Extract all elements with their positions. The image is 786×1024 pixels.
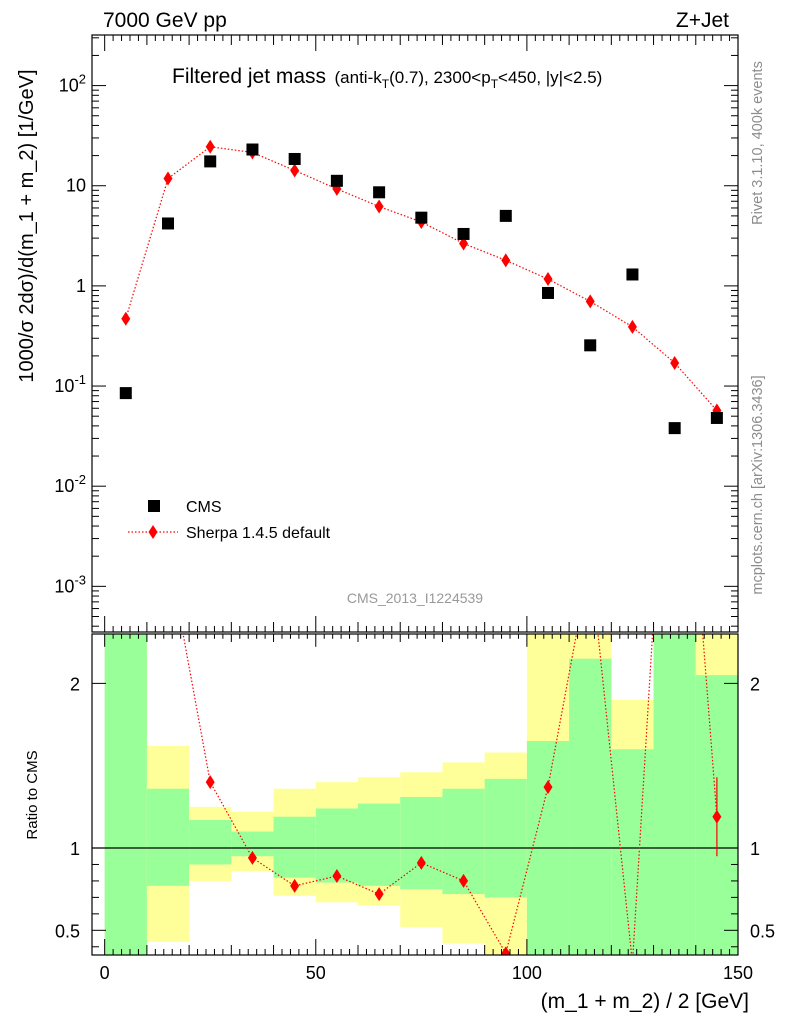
main-frame [91,34,739,633]
mc-ratio-clipped [182,634,722,955]
mc-ratio-point-5 [332,868,342,883]
cms-point-14 [710,411,723,424]
mc-main-point-1 [163,171,173,186]
cms-point-12 [626,268,639,281]
ratio-ytick-label-right-0: 0.5 [750,921,775,941]
cms-point-9 [499,209,512,222]
cms-point-6 [373,186,386,199]
cms-point-3 [246,143,259,156]
legend-cms-label: CMS [186,499,222,516]
cms-point-13 [668,422,681,435]
process-label: Z+Jet [676,9,729,32]
ratio-ytick-label-0: 0.5 [55,921,80,941]
mc-ratio-point-2 [205,775,215,790]
band-inner-7 [400,796,443,890]
band-inner-0 [104,634,147,955]
mc-main-point-6 [374,199,384,214]
ratio-bands [104,634,738,955]
ratio-ytick-label-right-2: 2 [750,674,760,694]
band-inner-2 [189,820,232,865]
cms-point-8 [457,227,470,240]
band-inner-11 [569,658,612,955]
chart-title: Filtered jet mass (anti-kT(0.7), 2300<pT… [172,65,602,91]
mc-main-point-13 [670,355,680,370]
mc-ratio-point-3 [247,850,257,865]
ratio-ytick-label-right-1: 1 [750,839,760,859]
band-inner-9 [484,778,527,898]
mc-main-point-10 [543,272,553,287]
cms-point-2 [204,155,217,168]
mc-main-point-9 [501,253,511,268]
tick-labels: 10-3 10-2 10-1 1 10 102 0.5 0.5 1 1 2 2 0 50 100 150 [54,72,775,983]
legend: CMS Sherpa 1.4.5 default [128,499,331,542]
mc-main-point-2 [205,139,215,154]
xtick-label-2: 100 [512,963,542,983]
mc-ratio-point-4 [290,878,300,893]
cms-data-series [119,143,723,435]
cms-point-4 [288,152,301,165]
cms-point-1 [162,217,174,230]
chart-title-main: Filtered jet mass [172,65,326,88]
mc-ratio-point-6 [374,887,384,902]
main-ytick-label-5: 102 [59,72,86,96]
mc-ratio-point-9 [501,946,511,955]
ratio-ytick-label-2: 2 [70,674,80,694]
band-inner-12 [611,749,654,955]
cms-point-11 [584,339,597,352]
ratio-frame [91,633,739,956]
mc-main-point-11 [585,294,595,309]
rivet-label: Rivet 3.1.10, 400k events [750,61,766,225]
mc-ratio-point-8 [459,873,469,888]
cms-point-10 [542,286,554,299]
ratio-ytick-label-1: 1 [70,839,80,859]
energy-label: 7000 GeV pp [103,9,227,32]
cms-point-0 [119,387,132,400]
cms-point-5 [330,174,343,187]
main-ytick-label-3: 1 [76,276,86,296]
analysis-id: CMS_2013_I1224539 [347,590,483,606]
chart-title-detail: (anti-kT(0.7), 2300<pT<450, |y|<2.5) [335,68,603,91]
mc-main-point-4 [290,163,300,178]
main-ytick-label-0: 10-3 [54,572,86,596]
mc-series-ratio [182,634,722,955]
cms-point-7 [415,211,428,224]
mc-ratio-point-10 [543,780,553,795]
band-inner-1 [146,788,190,886]
plot-frames [91,34,739,956]
x-axis-label: (m_1 + m_2) / 2 [GeV] [541,990,749,1013]
xtick-label-3: 150 [723,963,753,983]
ratio-y-axis-label: Ratio to CMS [24,750,41,839]
band-inner-4 [273,816,316,878]
xtick-label-1: 50 [306,963,326,983]
legend-cms-marker [148,500,160,512]
mc-main-point-8 [459,236,469,251]
mcplots-label: mcplots.cern.ch [arXiv:1306.3436] [750,375,766,594]
xtick-label-0: 0 [100,963,110,983]
legend-mc-label: Sherpa 1.4.5 default [186,525,331,542]
main-ytick-label-1: 10-2 [54,472,86,496]
main-ytick-label-4: 10 [66,176,86,196]
band-inner-6 [358,803,401,886]
main-y-axis-label: 1000/σ 2dσ)/d(m_1 + m_2) [1/GeV] [16,69,38,382]
mc-main-point-12 [627,319,637,334]
main-ytick-label-2: 10-1 [54,372,86,396]
band-inner-13 [653,634,696,955]
legend-mc-marker [148,525,158,539]
axis-ticks [92,35,739,955]
mc-main-point-0 [121,311,131,326]
mc-ratio-point-7 [416,855,426,870]
